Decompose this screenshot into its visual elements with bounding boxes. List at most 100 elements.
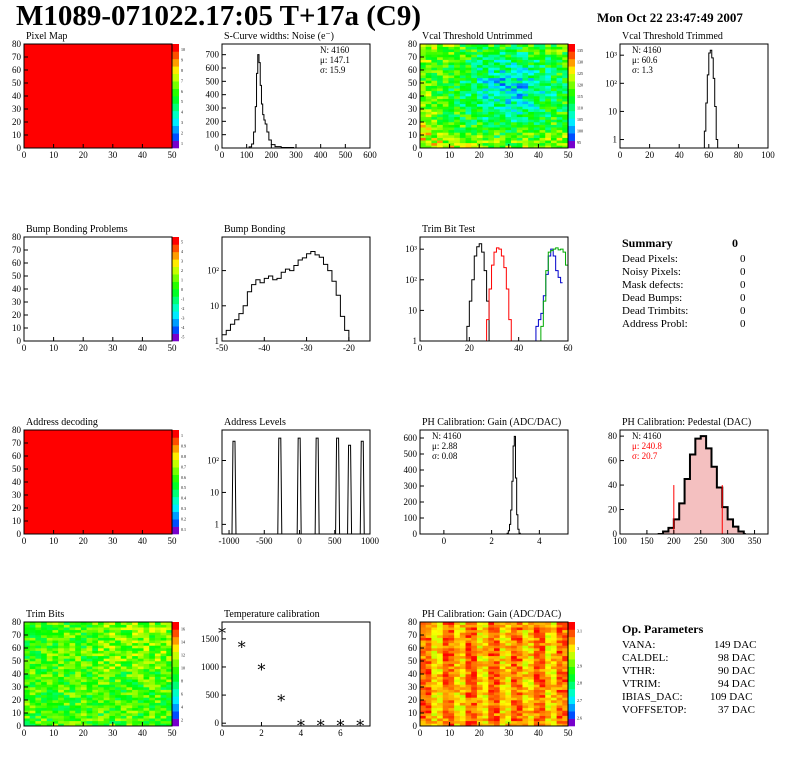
- heatmap-cell: [425, 96, 432, 99]
- heatmap-cell: [103, 705, 110, 709]
- heatmap-cell: [52, 655, 59, 659]
- heatmap-cell: [98, 658, 104, 662]
- x-tick-label: 0: [220, 150, 225, 160]
- heatmap-cell: [545, 679, 552, 683]
- heatmap-cell: [511, 723, 518, 727]
- heatmap-cell: [86, 624, 93, 628]
- heatmap-cell: [425, 715, 432, 719]
- heatmap-cell: [454, 44, 461, 47]
- heatmap-cell: [476, 715, 483, 719]
- heatmap-cell: [488, 723, 495, 727]
- heatmap-cell: [528, 637, 535, 641]
- heatmap-cell: [465, 122, 472, 125]
- heatmap-cell: [46, 723, 53, 727]
- heatmap-cell: [69, 635, 76, 638]
- heatmap-cell: [516, 129, 523, 133]
- heatmap-cell: [476, 51, 483, 55]
- heatmap-cell: [494, 93, 500, 97]
- heatmap-cell: [556, 705, 563, 709]
- heatmap-cell: [52, 715, 59, 719]
- heatmap-cell: [431, 57, 438, 60]
- heatmap-cell: [69, 648, 76, 651]
- heatmap-cell: [556, 642, 563, 646]
- heatmap-cell: [149, 663, 156, 667]
- heatmap-cell: [69, 700, 76, 703]
- heatmap-cell: [459, 83, 466, 86]
- heatmap-cell: [69, 692, 76, 696]
- heatmap-cell: [556, 671, 563, 675]
- heatmap-cell: [505, 713, 512, 716]
- heatmap-cell: [499, 62, 506, 66]
- heatmap-cell: [516, 702, 523, 706]
- heatmap-cell: [454, 75, 461, 79]
- heatmap-cell: [103, 629, 110, 633]
- heatmap-cell: [115, 635, 122, 638]
- heatmap-cell: [528, 72, 535, 76]
- heatmap-cell: [499, 671, 506, 675]
- heatmap-cell: [488, 627, 495, 631]
- heatmap-cell: [482, 658, 489, 662]
- heatmap-cell: [454, 129, 461, 133]
- heatmap-cell: [533, 109, 540, 112]
- heatmap-cell: [132, 622, 139, 625]
- heatmap-cell: [442, 57, 449, 60]
- heatmap-cell: [448, 645, 455, 649]
- heatmap-cell: [154, 663, 161, 667]
- heatmap-cell: [516, 54, 523, 58]
- heatmap-cell: [476, 629, 483, 633]
- heatmap-cell: [476, 80, 483, 84]
- heatmap-cell: [52, 627, 59, 631]
- heatmap-cell: [420, 46, 426, 50]
- heatmap-cell: [69, 713, 76, 716]
- heatmap-cell: [454, 692, 461, 696]
- heatmap-cell: [137, 663, 144, 667]
- heatmap-cell: [459, 642, 466, 646]
- heatmap-cell: [539, 83, 546, 86]
- heatmap-cell: [545, 645, 552, 649]
- heatmap-cell: [29, 650, 36, 654]
- heatmap-cell: [539, 713, 546, 716]
- heatmap-cell: [160, 674, 167, 677]
- heatmap-cell: [499, 85, 506, 89]
- heatmap-cell: [149, 632, 156, 636]
- heatmap-cell: [437, 624, 444, 628]
- heatmap-cell: [528, 640, 535, 644]
- heatmap-cell: [505, 645, 512, 649]
- heatmap-cell: [86, 710, 93, 714]
- heatmap-cell: [143, 702, 150, 706]
- heatmap-cell: [499, 650, 506, 654]
- y-tick-label: 40: [608, 480, 618, 490]
- heatmap-cell: [482, 702, 489, 706]
- heatmap-cell: [448, 681, 455, 685]
- heatmap-cell: [442, 64, 449, 68]
- heatmap-cell: [471, 715, 478, 719]
- heatmap-cell: [115, 645, 122, 649]
- heatmap-cell: [471, 106, 478, 110]
- heatmap-cell: [420, 689, 426, 693]
- heatmap-cell: [86, 650, 93, 654]
- heatmap-cell: [494, 119, 500, 123]
- heatmap-cell: [29, 645, 36, 649]
- histogram-peak: [296, 437, 302, 534]
- heatmap-cell: [516, 59, 523, 63]
- heatmap-cell: [465, 88, 472, 92]
- heatmap-cell: [539, 723, 546, 727]
- heatmap-cell: [545, 44, 552, 47]
- heatmap-cell: [562, 64, 569, 68]
- plot-area: [702, 49, 720, 148]
- heatmap-cell: [505, 697, 512, 701]
- heatmap-cell: [425, 44, 432, 47]
- heatmap-cell: [24, 666, 30, 670]
- heatmap-cell: [75, 689, 82, 693]
- heatmap-cell: [476, 718, 483, 722]
- heatmap-cell: [499, 715, 506, 719]
- heatmap-cell: [476, 119, 483, 123]
- heatmap-cell: [471, 83, 478, 86]
- heatmap-cell: [442, 77, 449, 81]
- heatmap-cell: [539, 101, 546, 105]
- heatmap-cell: [86, 707, 93, 711]
- palette-tick-label: -5: [181, 334, 184, 339]
- heatmap-cell: [494, 83, 500, 86]
- heatmap-cell: [533, 137, 540, 141]
- heatmap-cell: [149, 702, 156, 706]
